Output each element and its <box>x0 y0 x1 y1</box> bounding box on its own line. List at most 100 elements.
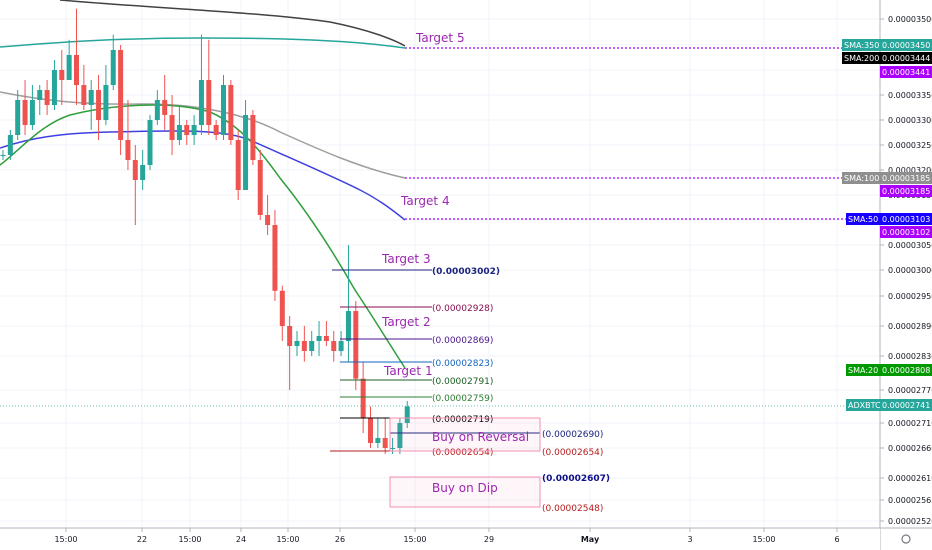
buy-on-dip-label: Buy on Dip <box>432 481 498 495</box>
candle[interactable] <box>154 90 160 125</box>
candle-body <box>375 438 381 443</box>
axis-tag-value-box <box>880 399 932 411</box>
axis-tag-name: SMA:50 <box>848 215 878 224</box>
candle[interactable] <box>338 331 344 356</box>
chart-settings-icon[interactable] <box>901 534 911 544</box>
target-price-tag-value: 0.00003441 <box>882 68 930 77</box>
price-tick-label: 0.00002830 <box>888 352 932 361</box>
candle[interactable] <box>382 417 388 455</box>
candle[interactable] <box>103 65 109 125</box>
candle[interactable] <box>66 39 72 80</box>
candle[interactable] <box>198 34 204 135</box>
candle[interactable] <box>301 326 307 362</box>
buy-on-reversal-zone <box>389 417 541 452</box>
price-tick-label: 0.00003500 <box>888 15 932 24</box>
axis-tag-name-box <box>846 364 880 376</box>
candle[interactable] <box>243 100 249 190</box>
candle[interactable] <box>118 45 124 155</box>
candle[interactable] <box>309 331 315 356</box>
level-price-label: (0.00002928) <box>432 304 493 314</box>
candle[interactable] <box>15 90 21 140</box>
candle[interactable] <box>353 301 359 390</box>
candle[interactable] <box>96 75 102 140</box>
price-tick-label: 0.00003000 <box>888 266 932 275</box>
candle-body <box>88 90 94 105</box>
level-price-label: (0.00002607) <box>542 474 610 484</box>
candle-body <box>118 50 124 140</box>
candle[interactable] <box>81 65 87 110</box>
candle[interactable] <box>294 331 300 356</box>
candle[interactable] <box>213 120 219 140</box>
candle[interactable] <box>375 417 381 449</box>
candle[interactable] <box>331 331 337 362</box>
gear-icon <box>901 534 911 544</box>
candle[interactable] <box>368 406 373 449</box>
candle[interactable] <box>250 110 256 165</box>
candle[interactable] <box>74 8 79 105</box>
candle[interactable] <box>397 417 403 455</box>
sma-20-line <box>0 104 406 369</box>
candle[interactable] <box>176 105 182 145</box>
candle[interactable] <box>132 145 138 225</box>
time-tick-label: 26 <box>335 535 345 544</box>
candle[interactable] <box>37 85 43 115</box>
candle[interactable] <box>279 285 285 341</box>
candle[interactable] <box>125 100 131 170</box>
candle[interactable] <box>221 75 226 140</box>
target-price-tag: 0.00003441 <box>880 66 932 78</box>
axis-tag-value-box <box>880 39 932 51</box>
candle-body <box>59 70 65 80</box>
axis-tag-value: 0.00002808 <box>882 366 930 375</box>
candle-body <box>390 448 396 449</box>
candle[interactable] <box>316 321 322 356</box>
candle[interactable] <box>147 115 153 170</box>
candle[interactable] <box>206 39 212 135</box>
candle[interactable] <box>162 75 168 130</box>
axis-tag-name-box <box>842 52 880 64</box>
candle-body <box>184 125 190 135</box>
candle-body <box>147 120 153 165</box>
candle[interactable] <box>29 85 35 130</box>
candle[interactable] <box>59 50 65 105</box>
candle[interactable] <box>287 316 293 390</box>
candle[interactable] <box>44 80 50 115</box>
target-label: Target 4 <box>400 194 450 208</box>
candle[interactable] <box>235 130 241 200</box>
candle-body <box>96 90 102 120</box>
candle-body <box>44 90 50 105</box>
candle[interactable] <box>88 80 94 130</box>
candle[interactable] <box>184 120 190 145</box>
time-tick-label: 15:00 <box>54 535 77 544</box>
candle-body <box>132 160 138 180</box>
time-axis-background <box>0 528 880 550</box>
candle[interactable] <box>22 80 28 135</box>
candle[interactable] <box>7 130 13 160</box>
candle[interactable] <box>0 150 6 160</box>
candle[interactable] <box>265 195 271 235</box>
candle[interactable] <box>323 321 329 346</box>
candle[interactable] <box>257 150 263 220</box>
candle[interactable] <box>140 150 146 190</box>
candle[interactable] <box>345 245 351 362</box>
candle[interactable] <box>169 95 175 155</box>
candle-body <box>0 155 6 156</box>
candle-body <box>110 50 116 85</box>
price-axis[interactable]: 0.000035000.000034500.000034000.00003350… <box>879 0 932 550</box>
buy-zones: Buy on Reversal Buy on Dip <box>389 417 541 508</box>
candle[interactable] <box>191 115 197 145</box>
candle[interactable] <box>272 210 278 301</box>
candle-body <box>338 341 344 351</box>
candle[interactable] <box>228 80 234 145</box>
level-price-label: (0.00002759) <box>432 394 493 404</box>
time-axis[interactable]: 15:00 22 15:00 24 15:00 26 15:00 29 May 3 15:00 6 <box>0 527 932 550</box>
buy-on-dip-zone <box>389 476 541 508</box>
candle[interactable] <box>404 401 410 428</box>
candle[interactable] <box>51 60 57 110</box>
axis-tag-name: SMA:20 <box>848 366 878 375</box>
candle-body <box>353 311 359 379</box>
time-tick-label: 29 <box>484 535 494 544</box>
candle[interactable] <box>110 34 116 90</box>
candle-body <box>243 115 249 190</box>
target-lines <box>405 47 880 220</box>
